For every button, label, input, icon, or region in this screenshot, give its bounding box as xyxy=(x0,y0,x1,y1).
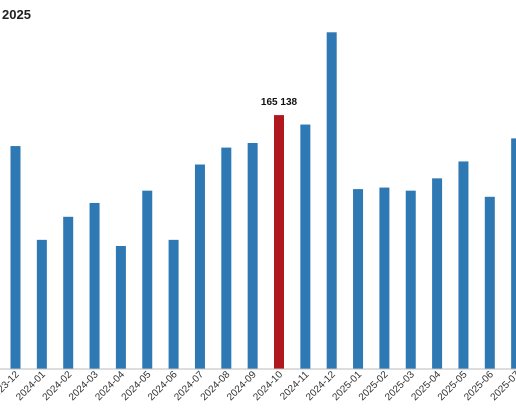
bar-2024-09 xyxy=(247,142,258,369)
chart-title: 2025 xyxy=(2,7,31,22)
bar-2025-05 xyxy=(458,161,469,369)
bar-2024-02 xyxy=(63,216,74,369)
data-labels: 165 138 xyxy=(261,97,298,108)
bar-2024-11 xyxy=(300,124,311,369)
bar-2024-12 xyxy=(326,32,337,369)
bar-2025-01 xyxy=(353,189,364,369)
bar-2025-02 xyxy=(379,187,390,369)
bar-2024-10 xyxy=(274,115,284,369)
x-tick-labels: 2023-122024-012024-022024-032024-042024-… xyxy=(0,369,516,403)
bar-2024-06 xyxy=(168,239,179,369)
bar-2024-03 xyxy=(89,202,100,369)
bar-2024-08 xyxy=(221,147,232,369)
bar-2025-06 xyxy=(484,196,495,369)
bar-2025-07 xyxy=(511,138,516,370)
data-label: 165 138 xyxy=(261,97,298,108)
bar-2025-03 xyxy=(405,190,416,369)
bars-group xyxy=(10,32,516,370)
bar-2024-05 xyxy=(142,190,153,369)
bar-2024-04 xyxy=(115,246,126,369)
bar-2025-04 xyxy=(432,178,443,369)
bar-2024-01 xyxy=(36,239,47,369)
bar-2024-07 xyxy=(194,164,205,369)
bar-2023-12 xyxy=(10,146,21,369)
